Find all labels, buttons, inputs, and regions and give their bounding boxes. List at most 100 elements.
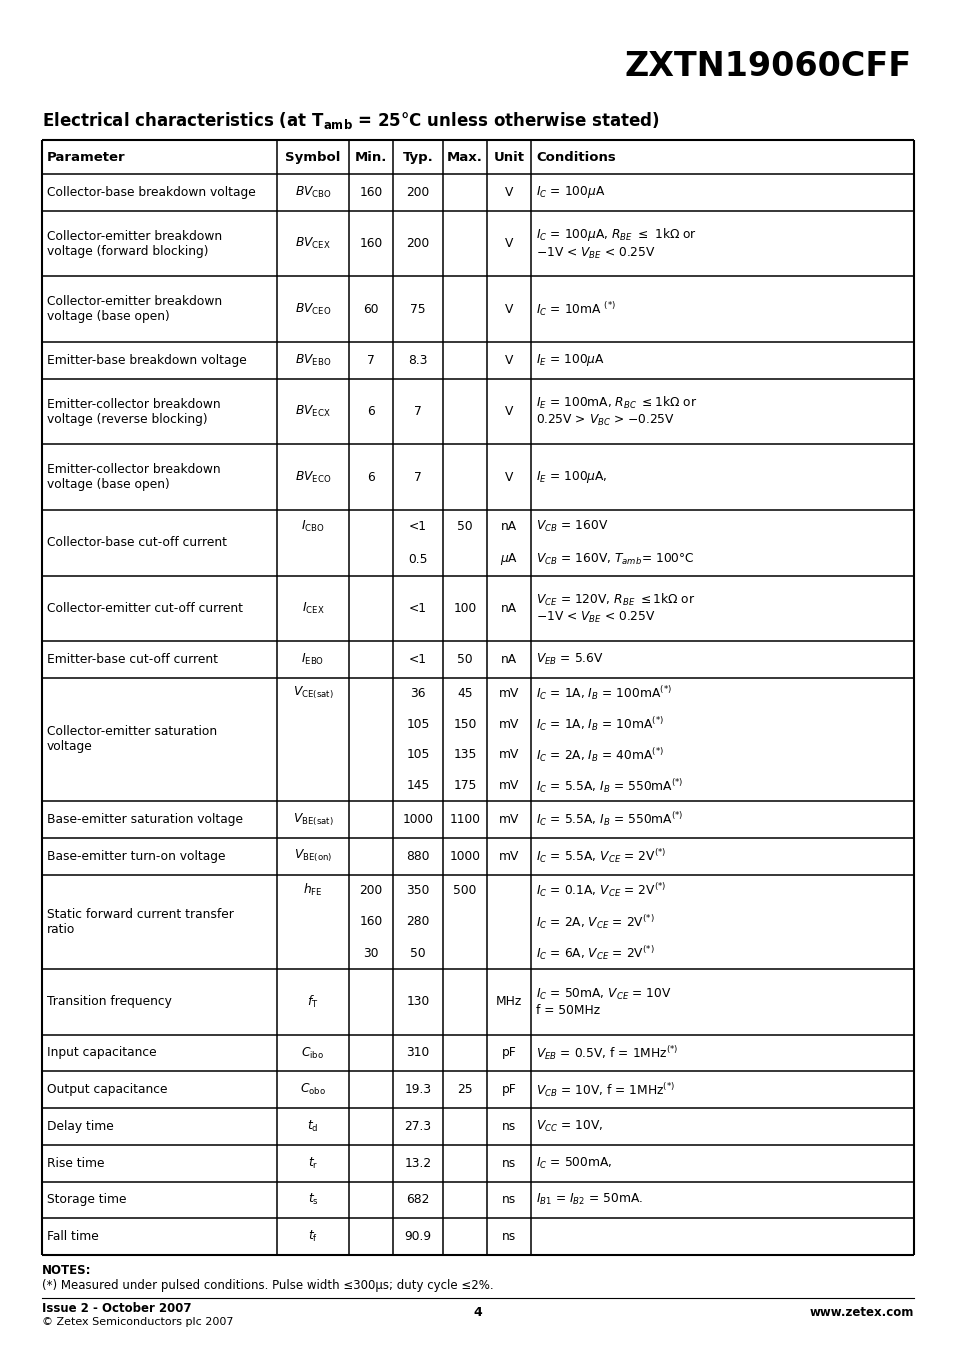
Text: $I_{C}$ = 10mA $^{(*)}$: $I_{C}$ = 10mA $^{(*)}$ <box>536 300 616 319</box>
Text: Base-emitter turn-on voltage: Base-emitter turn-on voltage <box>47 849 225 863</box>
Text: V: V <box>504 186 513 198</box>
Text: mV: mV <box>498 718 518 730</box>
Text: $\mathit{I}_{\mathrm{EBO}}$: $\mathit{I}_{\mathrm{EBO}}$ <box>301 652 324 667</box>
Text: 682: 682 <box>406 1193 429 1207</box>
Text: $\mathit{t}_{\mathrm{d}}$: $\mathit{t}_{\mathrm{d}}$ <box>307 1119 318 1134</box>
Text: 6: 6 <box>367 471 375 483</box>
Text: $\mathit{h}_{\mathrm{FE}}$: $\mathit{h}_{\mathrm{FE}}$ <box>303 883 322 898</box>
Text: 4: 4 <box>473 1305 482 1319</box>
Text: $V_{CB}$ = 10V, f = 1MHz$^{(*)}$: $V_{CB}$ = 10V, f = 1MHz$^{(*)}$ <box>536 1081 675 1099</box>
Text: $V_{CE}$ = 120V, $R_{BE}$ $\leq$1k$\Omega$ or
$-$1V < $V_{BE}$ < 0.25V: $V_{CE}$ = 120V, $R_{BE}$ $\leq$1k$\Omeg… <box>536 591 695 625</box>
Text: mV: mV <box>498 748 518 761</box>
Text: mV: mV <box>498 813 518 826</box>
Text: Base-emitter saturation voltage: Base-emitter saturation voltage <box>47 813 243 826</box>
Text: 75: 75 <box>410 302 425 316</box>
Text: $I_{C}$ = 100$\mu$A, $R_{BE}$ $\leq$ 1k$\Omega$ or
$-$1V < $V_{BE}$ < 0.25V: $I_{C}$ = 100$\mu$A, $R_{BE}$ $\leq$ 1k$… <box>536 227 697 261</box>
Text: $I_{C}$ = 6A, $V_{CE}$ = 2V$^{(*)}$: $I_{C}$ = 6A, $V_{CE}$ = 2V$^{(*)}$ <box>536 944 654 963</box>
Text: 90.9: 90.9 <box>404 1230 431 1243</box>
Text: Min.: Min. <box>355 151 387 163</box>
Text: Collector-base breakdown voltage: Collector-base breakdown voltage <box>47 186 255 198</box>
Text: Parameter: Parameter <box>47 151 126 163</box>
Text: Collector-emitter cut-off current: Collector-emitter cut-off current <box>47 602 243 614</box>
Text: $\mathit{I}_{\mathrm{CEX}}$: $\mathit{I}_{\mathrm{CEX}}$ <box>301 601 324 616</box>
Text: 175: 175 <box>453 779 476 792</box>
Text: 160: 160 <box>359 186 382 198</box>
Text: Emitter-base breakdown voltage: Emitter-base breakdown voltage <box>47 354 247 367</box>
Text: 7: 7 <box>367 354 375 367</box>
Text: <1: <1 <box>409 653 427 666</box>
Text: $V_{EB}$ = 5.6V: $V_{EB}$ = 5.6V <box>536 652 603 667</box>
Text: 145: 145 <box>406 779 429 792</box>
Text: Emitter-collector breakdown
voltage (reverse blocking): Emitter-collector breakdown voltage (rev… <box>47 397 220 425</box>
Text: 0.5: 0.5 <box>408 552 427 566</box>
Text: $V_{CC}$ = 10V,: $V_{CC}$ = 10V, <box>536 1119 602 1134</box>
Text: 8.3: 8.3 <box>408 354 427 367</box>
Text: 36: 36 <box>410 687 425 699</box>
Text: 280: 280 <box>406 915 429 929</box>
Text: 160: 160 <box>359 915 382 929</box>
Text: 350: 350 <box>406 884 429 896</box>
Text: $I_{C}$ = 5.5A, $I_{B}$ = 550mA$^{(*)}$: $I_{C}$ = 5.5A, $I_{B}$ = 550mA$^{(*)}$ <box>536 810 683 829</box>
Text: ns: ns <box>501 1120 516 1133</box>
Text: $\mathit{f}_{\mathrm{T}}$: $\mathit{f}_{\mathrm{T}}$ <box>307 994 318 1010</box>
Text: $I_{E}$ = 100$\mu$A,: $I_{E}$ = 100$\mu$A, <box>536 468 607 485</box>
Text: 45: 45 <box>456 687 473 699</box>
Text: 13.2: 13.2 <box>404 1157 431 1169</box>
Text: 100: 100 <box>453 602 476 614</box>
Text: V: V <box>504 405 513 418</box>
Text: Electrical characteristics (at $\mathbf{T}_{\mathbf{amb}}$ = 25°C unless otherwi: Electrical characteristics (at $\mathbf{… <box>42 109 659 131</box>
Text: $\mathit{BV}_{\mathrm{EBO}}$: $\mathit{BV}_{\mathrm{EBO}}$ <box>294 352 331 369</box>
Text: 27.3: 27.3 <box>404 1120 431 1133</box>
Text: 50: 50 <box>456 653 473 666</box>
Text: 1000: 1000 <box>449 849 480 863</box>
Text: 880: 880 <box>406 849 429 863</box>
Text: 30: 30 <box>363 946 378 960</box>
Text: (*) Measured under pulsed conditions. Pulse width ≤300μs; duty cycle ≤2%.: (*) Measured under pulsed conditions. Pu… <box>42 1278 493 1292</box>
Text: $\mathit{t}_{\mathrm{f}}$: $\mathit{t}_{\mathrm{f}}$ <box>308 1228 317 1245</box>
Text: $V_{CB}$ = 160V: $V_{CB}$ = 160V <box>536 518 608 533</box>
Text: 50: 50 <box>456 520 473 533</box>
Text: Conditions: Conditions <box>536 151 615 163</box>
Text: $\mathit{BV}_{\mathrm{CEO}}$: $\mathit{BV}_{\mathrm{CEO}}$ <box>294 301 331 317</box>
Text: www.zetex.com: www.zetex.com <box>809 1305 913 1319</box>
Text: 160: 160 <box>359 238 382 250</box>
Text: $I_{C}$ = 5.5A, $V_{CE}$ = 2V$^{(*)}$: $I_{C}$ = 5.5A, $V_{CE}$ = 2V$^{(*)}$ <box>536 848 665 865</box>
Text: Collector-emitter breakdown
voltage (forward blocking): Collector-emitter breakdown voltage (for… <box>47 230 222 258</box>
Text: $\mu$A: $\mu$A <box>499 551 517 567</box>
Text: $I_{C}$ = 5.5A, $I_{B}$ = 550mA$^{(*)}$: $I_{C}$ = 5.5A, $I_{B}$ = 550mA$^{(*)}$ <box>536 776 683 795</box>
Text: © Zetex Semiconductors plc 2007: © Zetex Semiconductors plc 2007 <box>42 1318 233 1327</box>
Text: Rise time: Rise time <box>47 1157 105 1169</box>
Text: Issue 2 - October 2007: Issue 2 - October 2007 <box>42 1301 192 1315</box>
Text: $\mathit{BV}_{\mathrm{ECX}}$: $\mathit{BV}_{\mathrm{ECX}}$ <box>294 404 331 418</box>
Text: 19.3: 19.3 <box>404 1083 431 1096</box>
Text: 7: 7 <box>414 471 421 483</box>
Text: <1: <1 <box>409 602 427 614</box>
Text: NOTES:: NOTES: <box>42 1264 91 1277</box>
Text: $I_{E}$ = 100mA, $R_{BC}$ $\leq$1k$\Omega$ or
0.25V > $V_{BC}$ > $-$0.25V: $I_{E}$ = 100mA, $R_{BC}$ $\leq$1k$\Omeg… <box>536 394 697 428</box>
Text: MHz: MHz <box>496 995 521 1008</box>
Text: Input capacitance: Input capacitance <box>47 1046 156 1060</box>
Text: Typ.: Typ. <box>402 151 433 163</box>
Text: 25: 25 <box>456 1083 473 1096</box>
Text: Delay time: Delay time <box>47 1120 113 1133</box>
Text: nA: nA <box>500 602 517 614</box>
Text: $\mathit{C}_{\mathrm{obo}}$: $\mathit{C}_{\mathrm{obo}}$ <box>299 1083 326 1098</box>
Text: $I_{C}$ = 100$\mu$A: $I_{C}$ = 100$\mu$A <box>536 185 605 200</box>
Text: mV: mV <box>498 779 518 792</box>
Text: Max.: Max. <box>447 151 482 163</box>
Text: $\mathit{V}_{\mathrm{BE(sat)}}$: $\mathit{V}_{\mathrm{BE(sat)}}$ <box>293 811 333 828</box>
Text: V: V <box>504 238 513 250</box>
Text: $I_{C}$ = 2A, $I_{B}$ = 40mA$^{(*)}$: $I_{C}$ = 2A, $I_{B}$ = 40mA$^{(*)}$ <box>536 747 663 764</box>
Text: 135: 135 <box>453 748 476 761</box>
Text: 1100: 1100 <box>449 813 480 826</box>
Text: 500: 500 <box>453 884 476 896</box>
Text: nA: nA <box>500 653 517 666</box>
Text: $I_{C}$ = 500mA,: $I_{C}$ = 500mA, <box>536 1156 612 1170</box>
Text: Static forward current transfer
ratio: Static forward current transfer ratio <box>47 907 233 936</box>
Text: Fall time: Fall time <box>47 1230 99 1243</box>
Text: 60: 60 <box>363 302 378 316</box>
Text: $\mathit{V}_{\mathrm{BE(on)}}$: $\mathit{V}_{\mathrm{BE(on)}}$ <box>294 848 332 864</box>
Text: $I_{C}$ = 1A, $I_{B}$ = 10mA$^{(*)}$: $I_{C}$ = 1A, $I_{B}$ = 10mA$^{(*)}$ <box>536 716 663 733</box>
Text: 200: 200 <box>406 238 429 250</box>
Text: 130: 130 <box>406 995 429 1008</box>
